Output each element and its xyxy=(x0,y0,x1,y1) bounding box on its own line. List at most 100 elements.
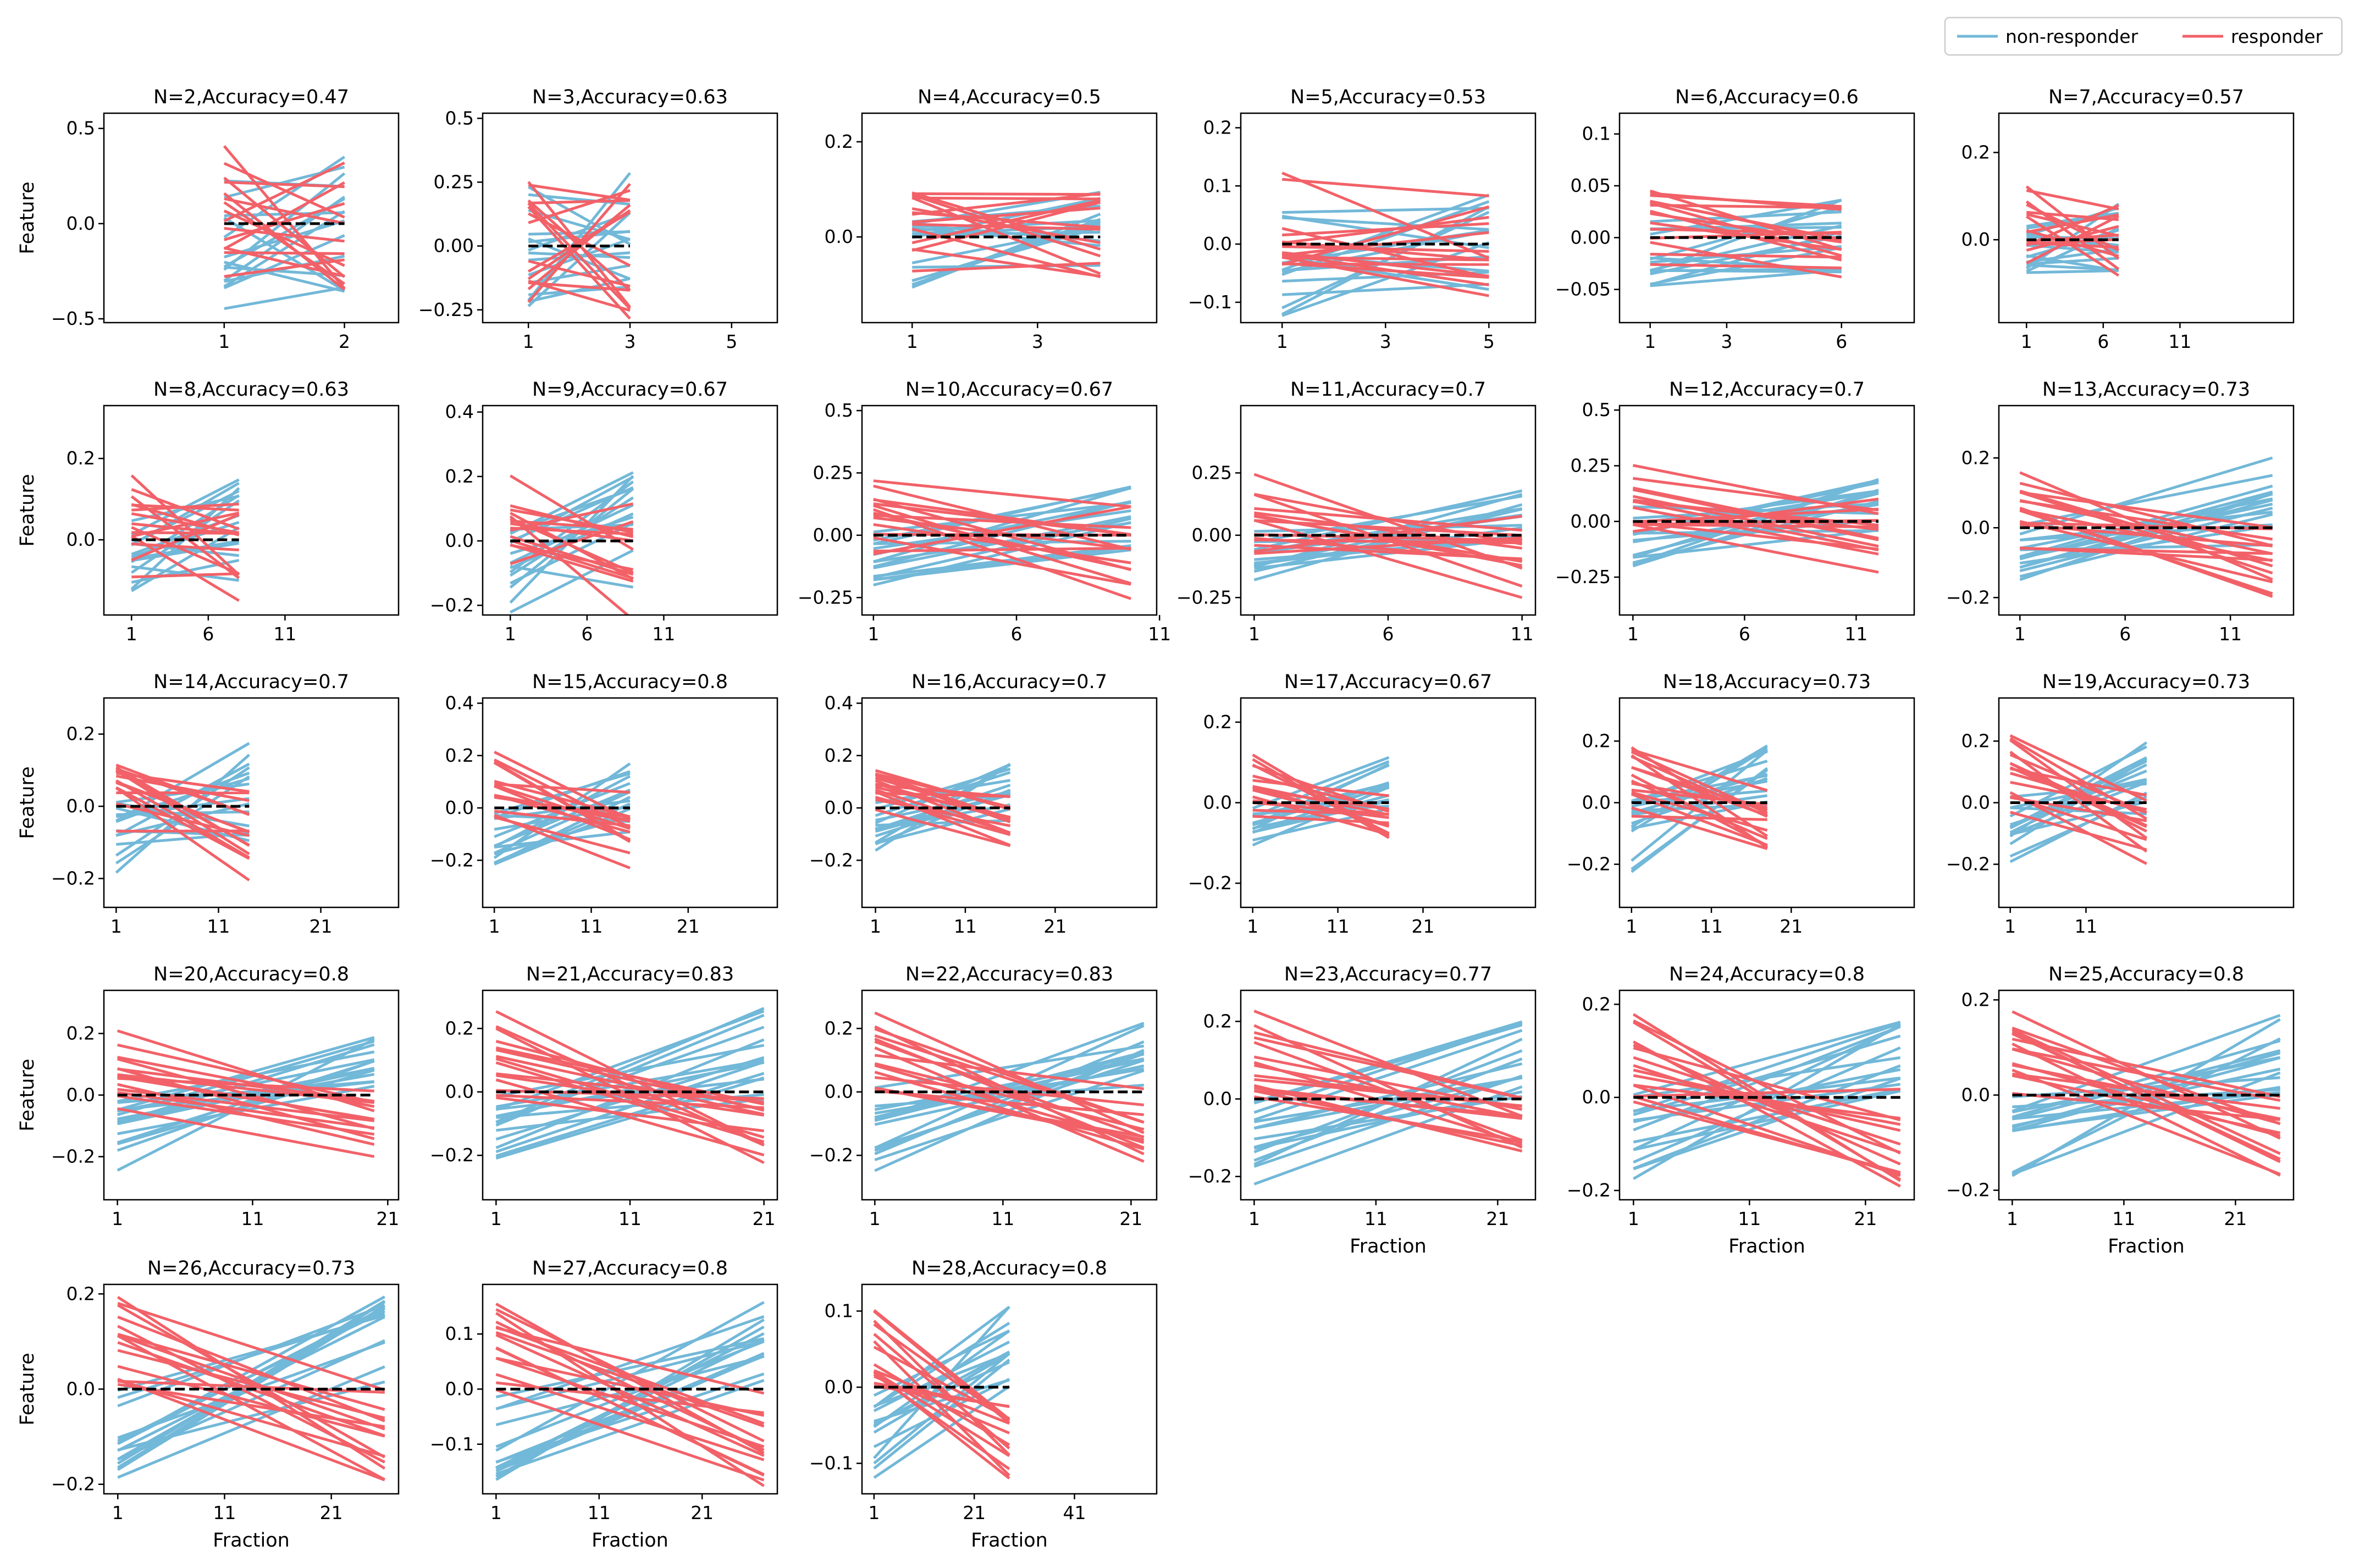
x-tick-label-n15-1: 11 xyxy=(579,916,603,937)
y-tick-label-n17-0: −0.2 xyxy=(1188,872,1232,894)
responder-line-n23-9 xyxy=(1254,1078,1522,1107)
y-tick-label-n8-1: 0.2 xyxy=(67,447,95,469)
y-tick-label-n11-0: −0.25 xyxy=(1176,586,1232,608)
responder-line-n11-12 xyxy=(1254,519,1522,537)
responder-line-n8-5 xyxy=(131,572,239,579)
non-responder-line-n13-12 xyxy=(2019,497,2273,550)
responder-line-n5-1 xyxy=(1281,205,1490,266)
x-tick-label-n20-2: 21 xyxy=(376,1208,399,1229)
x-tick-label-n10-0: 1 xyxy=(867,623,879,645)
x-tick-label-n11-1: 6 xyxy=(1383,623,1394,645)
responder-line-n26-9 xyxy=(117,1301,385,1392)
responder-line-n23-13 xyxy=(1254,1087,1522,1120)
x-axis-label-n26: Fraction xyxy=(213,1530,290,1552)
subplot-n16: 1 11 21−0.20.00.20.4N=16,Accuracy=0.7 xyxy=(809,671,1158,937)
responder-line-n12-3 xyxy=(1632,523,1879,574)
responder-line-n28-5 xyxy=(873,1340,1010,1477)
y-tick-label-n22-2: 0.2 xyxy=(825,1017,853,1039)
x-axis-label-n24: Fraction xyxy=(1728,1235,1805,1257)
x-tick-label-n21-2: 21 xyxy=(753,1208,776,1229)
y-tick-label-n12-0: −0.25 xyxy=(1555,566,1611,588)
axes-frame-n15 xyxy=(482,697,778,908)
responder-line-n16-14 xyxy=(875,788,1011,834)
responder-line-n21-14 xyxy=(495,1048,765,1111)
x-tick-label-n17-2: 21 xyxy=(1412,916,1435,937)
x-tick-label-n13-1: 6 xyxy=(2119,623,2131,645)
subplot-n23: 1 11 21−0.20.00.2N=23,Accuracy=0.77Fractio… xyxy=(1188,963,1537,1257)
x-tick-label-n17-1: 11 xyxy=(1327,916,1350,937)
y-tick-label-n22-1: 0.0 xyxy=(825,1081,853,1102)
responder-line-n4-11 xyxy=(912,192,1101,196)
y-tick-label-n23-0: −0.2 xyxy=(1188,1166,1232,1187)
x-tick-label-n28-0: 1 xyxy=(868,1502,880,1523)
responder-line-n17-13 xyxy=(1252,815,1389,824)
y-tick-label-n2-2: 0.5 xyxy=(67,118,95,139)
non-responder-line-n16-14 xyxy=(875,791,1011,838)
y-tick-label-n24-0: −0.2 xyxy=(1567,1179,1611,1201)
responder-line-n16-7 xyxy=(875,772,1011,821)
responder-line-n15-9 xyxy=(494,785,631,841)
responder-line-n7-14 xyxy=(2026,213,2119,237)
x-tick-label-n8-0: 1 xyxy=(126,623,137,645)
responder-line-n2-7 xyxy=(223,145,346,290)
x-tick-label-n6-1: 3 xyxy=(1721,331,1732,352)
non-responder-line-n18-13 xyxy=(1631,794,1768,816)
subplot-n8: 1 6 11 0.0 0.2 N=8,Accuracy=0.63 Feature xyxy=(16,379,400,645)
responder-line-n21-13 xyxy=(496,1096,764,1133)
responder-line-n13-9 xyxy=(2019,471,2273,581)
y-tick-label-n23-2: 0.2 xyxy=(1203,1010,1232,1032)
y-axis-label-n8: Feature xyxy=(16,474,38,546)
responder-line-n9-2 xyxy=(509,515,630,615)
subplot-title-n2: N=2,Accuracy=0.47 xyxy=(153,86,349,108)
y-tick-label-n12-1: 0.00 xyxy=(1571,511,1611,532)
non-responder-line-n5-12 xyxy=(1282,282,1489,296)
responder-line-n7-9 xyxy=(2025,185,2120,260)
responder-line-n25-1 xyxy=(2012,1038,2281,1098)
x-tick-label-n20-1: 11 xyxy=(241,1208,264,1229)
y-tick-label-n6-0: −0.05 xyxy=(1555,279,1611,300)
y-tick-label-n10-0: −0.25 xyxy=(798,586,853,608)
non-responder-line-n23-12 xyxy=(1253,1062,1523,1130)
responder-line-n9-8 xyxy=(510,539,634,580)
non-responder-line-n12-8 xyxy=(1633,489,1879,525)
responder-line-n2-14 xyxy=(224,246,345,278)
y-tick-label-n15-0: −0.2 xyxy=(430,849,474,871)
y-tick-label-n23-1: 0.0 xyxy=(1203,1088,1232,1110)
non-responder-line-n9-0 xyxy=(510,549,634,614)
x-axis-label-n25: Fraction xyxy=(2108,1235,2185,1257)
y-tick-label-n13-1: 0.0 xyxy=(1961,517,1990,538)
responder-line-n26-1 xyxy=(117,1365,385,1438)
non-responder-line-n25-13 xyxy=(2012,1093,2280,1132)
responder-line-n10-3 xyxy=(873,484,1131,551)
responder-line-n3-1 xyxy=(528,184,631,202)
responder-line-n10-6 xyxy=(872,508,1132,600)
x-tick-label-n18-0: 1 xyxy=(1626,916,1637,937)
subplot-title-n9: N=9,Accuracy=0.67 xyxy=(532,379,728,401)
series-lines-n12 xyxy=(1632,464,1879,574)
x-axis-label-n27: Fraction xyxy=(592,1530,668,1552)
y-tick-label-n12-2: 0.25 xyxy=(1571,455,1611,476)
series-lines-n24 xyxy=(1632,1013,1902,1188)
y-tick-label-n9-0: −0.2 xyxy=(430,594,474,616)
responder-line-n24-4 xyxy=(1633,1088,1900,1098)
responder-line-n26-10 xyxy=(117,1325,385,1464)
responder-line-n26-14 xyxy=(117,1379,385,1458)
subplot-title-n28: N=28,Accuracy=0.8 xyxy=(911,1257,1107,1279)
series-lines-n4 xyxy=(911,191,1101,289)
responder-line-n11-1 xyxy=(1254,514,1522,553)
responder-line-n15-11 xyxy=(494,796,631,819)
responder-line-n12-13 xyxy=(1633,507,1879,523)
subplot-n10: 1 6 11 −0.25 0.00 0.25 0.5 N=10,Accuracy=0.67 xyxy=(798,379,1171,645)
x-tick-label-n9-1: 6 xyxy=(581,623,593,645)
x-tick-label-n11-2: 11 xyxy=(1511,623,1534,645)
y-tick-label-n5-1: 0.0 xyxy=(1203,233,1232,254)
responder-line-n18-8 xyxy=(1631,755,1768,818)
y-tick-label-n14-1: 0.0 xyxy=(67,795,95,817)
subplot-title-n6: N=6,Accuracy=0.6 xyxy=(1675,86,1859,108)
y-tick-label-n8-0: 0.0 xyxy=(67,529,95,550)
y-axis-label-n14: Feature xyxy=(16,766,38,839)
responder-line-n3-13 xyxy=(528,189,631,224)
axes-frame-n5 xyxy=(1240,112,1537,324)
responder-line-n6-14 xyxy=(1650,200,1842,242)
